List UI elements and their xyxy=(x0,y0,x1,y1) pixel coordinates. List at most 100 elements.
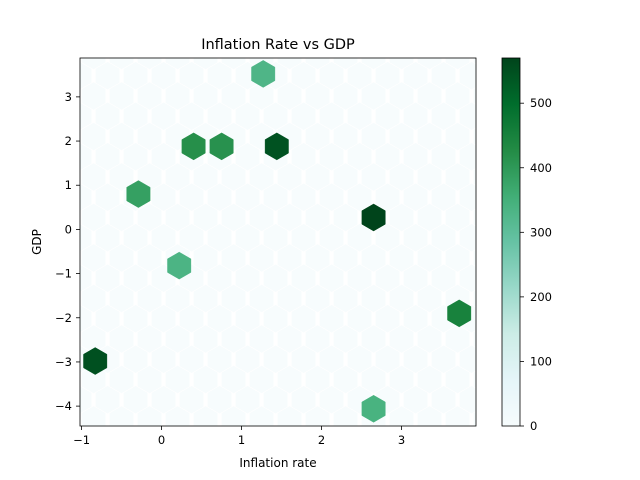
empty-hex-bin xyxy=(221,203,246,232)
empty-hex-bin xyxy=(333,58,358,70)
empty-hex-bin xyxy=(333,122,358,151)
empty-hex-bin xyxy=(277,203,302,232)
colorbar-tick-label: 500 xyxy=(530,96,552,110)
empty-hex-bin xyxy=(179,223,204,252)
empty-hex-bin xyxy=(431,61,456,90)
empty-hex-bin xyxy=(249,203,274,232)
empty-hex-bin xyxy=(207,304,232,333)
empty-hex-bin xyxy=(473,290,476,307)
empty-hex-bin xyxy=(375,345,400,374)
empty-hex-bin xyxy=(389,203,414,232)
empty-hex-bin xyxy=(165,163,190,191)
empty-hex-bin xyxy=(291,385,316,414)
empty-hex-bin xyxy=(347,345,372,374)
empty-hex-bin xyxy=(375,142,400,171)
empty-hex-bin xyxy=(473,168,476,186)
empty-hex-bin xyxy=(445,203,470,232)
y-tick-label: −4 xyxy=(55,399,72,413)
empty-hex-bin xyxy=(123,385,148,414)
empty-hex-bin xyxy=(277,365,302,394)
empty-hex-bin xyxy=(109,284,134,313)
empty-hex-bin xyxy=(417,58,442,70)
empty-hex-bin xyxy=(179,102,204,131)
empty-hex-bin xyxy=(417,203,442,232)
empty-hex-bin xyxy=(193,82,218,110)
empty-hex-bin xyxy=(361,284,386,313)
empty-hex-bin xyxy=(137,203,162,232)
empty-hex-bin xyxy=(193,58,218,70)
empty-hex-bin xyxy=(249,284,274,313)
empty-hex-bin xyxy=(375,102,400,131)
empty-hex-bin xyxy=(417,365,442,394)
empty-hex-bin xyxy=(109,244,134,272)
empty-hex-bin xyxy=(193,406,218,426)
colorbar-tick-label: 300 xyxy=(530,225,552,239)
empty-hex-bin xyxy=(389,58,414,70)
empty-hex-bin xyxy=(305,122,330,151)
empty-hex-bin xyxy=(207,61,232,90)
empty-hex-bin xyxy=(221,406,246,426)
empty-hex-bin xyxy=(95,304,120,333)
empty-hex-bin xyxy=(431,183,456,212)
colorbar-tick-label: 100 xyxy=(530,354,552,368)
empty-hex-bin xyxy=(333,82,358,110)
empty-hex-bin xyxy=(165,82,190,110)
y-axis: −4 −3 −2 −1 0 1 2 3 xyxy=(55,90,80,413)
empty-hex-bin xyxy=(389,284,414,313)
empty-hex-bin xyxy=(221,163,246,191)
hex-bin xyxy=(209,132,234,161)
colorbar-ticks: 0 100 200 300 400 500 xyxy=(520,96,552,433)
empty-hex-bin xyxy=(207,345,232,374)
empty-hex-bin xyxy=(347,61,372,90)
y-tick-label: 0 xyxy=(65,222,72,236)
chart-title: Inflation Rate vs GDP xyxy=(201,37,355,53)
empty-hex-bin xyxy=(403,345,428,374)
empty-hex-bin xyxy=(305,244,330,272)
empty-hex-bin xyxy=(305,82,330,110)
hex-bin xyxy=(181,132,206,161)
empty-hex-bin xyxy=(291,102,316,131)
empty-hex-bin xyxy=(123,102,148,131)
empty-hex-bin xyxy=(277,284,302,313)
empty-hex-bin xyxy=(80,264,92,292)
empty-hex-bin xyxy=(417,122,442,151)
empty-hex-bin xyxy=(263,385,288,414)
empty-hex-bin xyxy=(403,223,428,252)
empty-hex-bin xyxy=(81,203,106,232)
empty-hex-bin xyxy=(80,143,92,171)
hex-bin xyxy=(264,132,289,161)
empty-hex-bin xyxy=(123,61,148,90)
empty-hex-bin xyxy=(417,284,442,313)
empty-hex-bin xyxy=(417,82,442,110)
empty-hex-bin xyxy=(235,304,260,333)
empty-hex-bin xyxy=(473,249,476,267)
empty-hex-bin xyxy=(361,122,386,151)
empty-hex-bin xyxy=(473,87,476,105)
empty-hex-bin xyxy=(473,209,476,226)
empty-hex-bin xyxy=(277,58,302,70)
empty-hex-bin xyxy=(193,284,218,313)
empty-hex-bin xyxy=(235,102,260,131)
empty-hex-bin xyxy=(235,345,260,374)
empty-hex-bin xyxy=(109,82,134,110)
empty-hex-bin xyxy=(431,385,456,414)
empty-hex-bin xyxy=(305,58,330,70)
empty-hex-bin xyxy=(165,325,190,353)
empty-hex-bin xyxy=(80,224,92,252)
empty-hex-bin xyxy=(459,102,476,131)
x-axis-label: Inflation rate xyxy=(239,456,316,470)
empty-hex-bin xyxy=(81,284,106,313)
empty-hex-bin xyxy=(445,406,470,426)
empty-hex-bin xyxy=(319,61,344,90)
empty-hex-bin xyxy=(151,183,176,212)
empty-hex-bin xyxy=(445,365,470,394)
empty-hex-bin xyxy=(249,365,274,394)
empty-hex-bin xyxy=(249,325,274,353)
empty-hex-bin xyxy=(291,345,316,374)
empty-hex-bin xyxy=(249,163,274,191)
empty-hex-bin xyxy=(277,325,302,353)
empty-hex-bin xyxy=(473,128,476,145)
y-tick-label: −1 xyxy=(55,267,72,281)
empty-hex-bin xyxy=(431,102,456,131)
empty-hex-bin xyxy=(249,244,274,272)
